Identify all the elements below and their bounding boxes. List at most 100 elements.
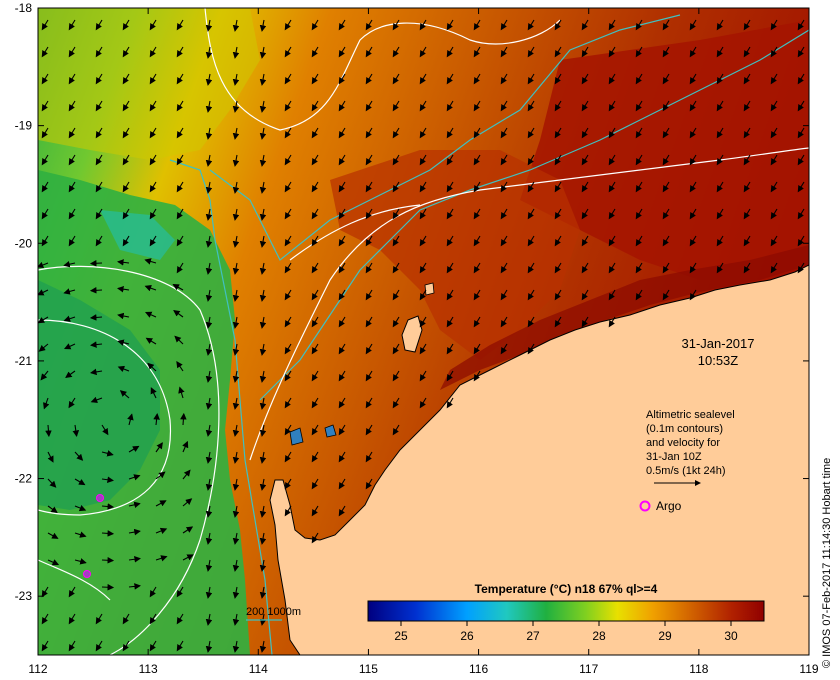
velocity-arrow	[473, 100, 481, 112]
velocity-arrow	[743, 181, 751, 193]
velocity-arrow	[205, 370, 213, 383]
velocity-arrow	[259, 181, 267, 194]
velocity-arrow	[45, 424, 52, 438]
velocity-arrow	[311, 343, 319, 355]
velocity-arrow	[797, 46, 805, 58]
velocity-arrow	[149, 586, 157, 598]
velocity-arrow	[259, 208, 267, 221]
velocity-arrow	[554, 127, 562, 139]
velocity-arrow	[232, 235, 240, 248]
velocity-arrow	[635, 262, 643, 274]
velocity-arrow	[68, 208, 76, 220]
velocity-arrow	[797, 100, 805, 112]
velocity-arrow	[392, 343, 400, 355]
velocity-arrow	[392, 127, 400, 139]
velocity-arrow	[419, 46, 427, 58]
velocity-arrow	[743, 46, 751, 58]
velocity-arrow	[419, 316, 427, 328]
velocity-arrow	[117, 339, 130, 346]
velocity-arrow	[716, 19, 724, 31]
velocity-arrow	[155, 442, 163, 453]
velocity-arrow	[500, 343, 508, 355]
velocity-arrow	[122, 127, 130, 139]
velocity-arrow	[101, 583, 115, 591]
velocity-arrow	[259, 46, 267, 59]
velocity-arrow	[527, 343, 535, 355]
velocity-arrow	[68, 154, 76, 166]
velocity-arrow	[554, 289, 562, 301]
velocity-arrow	[284, 343, 292, 355]
velocity-arrow	[500, 100, 508, 112]
altimetry-note: Altimetric sealevel (0.1m contours) and …	[646, 409, 735, 477]
velocity-arrow	[149, 100, 157, 112]
velocity-arrow	[128, 583, 141, 590]
velocity-arrow	[338, 343, 346, 355]
velocity-arrow	[128, 474, 141, 481]
velocity-arrow	[770, 154, 778, 166]
velocity-arrow	[338, 73, 346, 85]
velocity-arrow	[500, 19, 508, 31]
velocity-arrow	[41, 181, 49, 193]
velocity-arrow	[446, 154, 454, 166]
velocity-arrow	[581, 127, 589, 139]
velocity-arrow	[122, 235, 130, 247]
isobath-legend-label: 200 1000m	[246, 606, 301, 618]
velocity-arrow	[311, 127, 319, 139]
velocity-arrow	[473, 46, 481, 58]
velocity-arrow	[608, 235, 616, 247]
velocity-arrow	[365, 181, 373, 193]
velocity-arrow	[311, 19, 319, 31]
velocity-arrow	[419, 397, 427, 409]
lon-tick-label: 119	[799, 662, 818, 676]
velocity-arrow	[554, 19, 562, 31]
velocity-arrow	[205, 208, 213, 221]
velocity-arrow	[176, 46, 184, 58]
velocity-arrow	[608, 100, 616, 112]
velocity-arrow	[365, 478, 373, 490]
velocity-arrow	[122, 613, 130, 625]
velocity-arrow	[41, 613, 49, 625]
velocity-arrow	[74, 451, 84, 461]
velocity-arrow	[446, 316, 454, 328]
velocity-arrow	[101, 476, 114, 484]
velocity-arrow	[63, 260, 76, 268]
velocity-arrow	[365, 208, 373, 220]
velocity-arrow	[182, 526, 194, 534]
velocity-arrow	[500, 208, 508, 220]
velocity-arrow	[446, 208, 454, 220]
velocity-arrow	[176, 181, 184, 193]
velocity-arrow	[338, 208, 346, 220]
velocity-arrow	[68, 640, 76, 652]
velocity-arrow	[68, 397, 76, 409]
velocity-arrow	[581, 208, 589, 220]
velocity-arrow	[365, 343, 373, 355]
velocity-arrow	[259, 100, 267, 113]
velocity-arrow	[89, 314, 103, 321]
velocity-arrow	[68, 46, 76, 58]
velocity-arrow	[232, 100, 240, 113]
velocity-arrow	[232, 19, 240, 32]
velocity-arrow	[392, 154, 400, 166]
velocity-arrow	[41, 127, 49, 139]
velocity-arrow	[689, 181, 697, 193]
velocity-arrow	[338, 316, 346, 328]
velocity-arrow	[95, 208, 103, 220]
velocity-arrow	[392, 100, 400, 112]
velocity-arrow	[608, 316, 616, 328]
lon-tick-label: 118	[689, 662, 708, 676]
velocity-arrow	[392, 19, 400, 31]
timestamp-date: 31-Jan-2017	[682, 336, 755, 351]
velocity-arrow	[95, 73, 103, 85]
velocity-arrow	[338, 46, 346, 58]
velocity-arrow	[205, 532, 213, 545]
velocity-arrow	[716, 154, 724, 166]
velocity-arrow	[311, 316, 319, 328]
altimetry-line-5: 0.5m/s (1kt 24h)	[646, 465, 725, 477]
velocity-arrow	[47, 478, 57, 488]
velocity-arrow	[608, 73, 616, 85]
velocity-arrow	[41, 235, 49, 247]
warm-core-northeast	[520, 20, 809, 280]
velocity-arrow	[149, 181, 157, 193]
velocity-arrow	[311, 235, 319, 247]
velocity-arrow	[122, 73, 130, 85]
